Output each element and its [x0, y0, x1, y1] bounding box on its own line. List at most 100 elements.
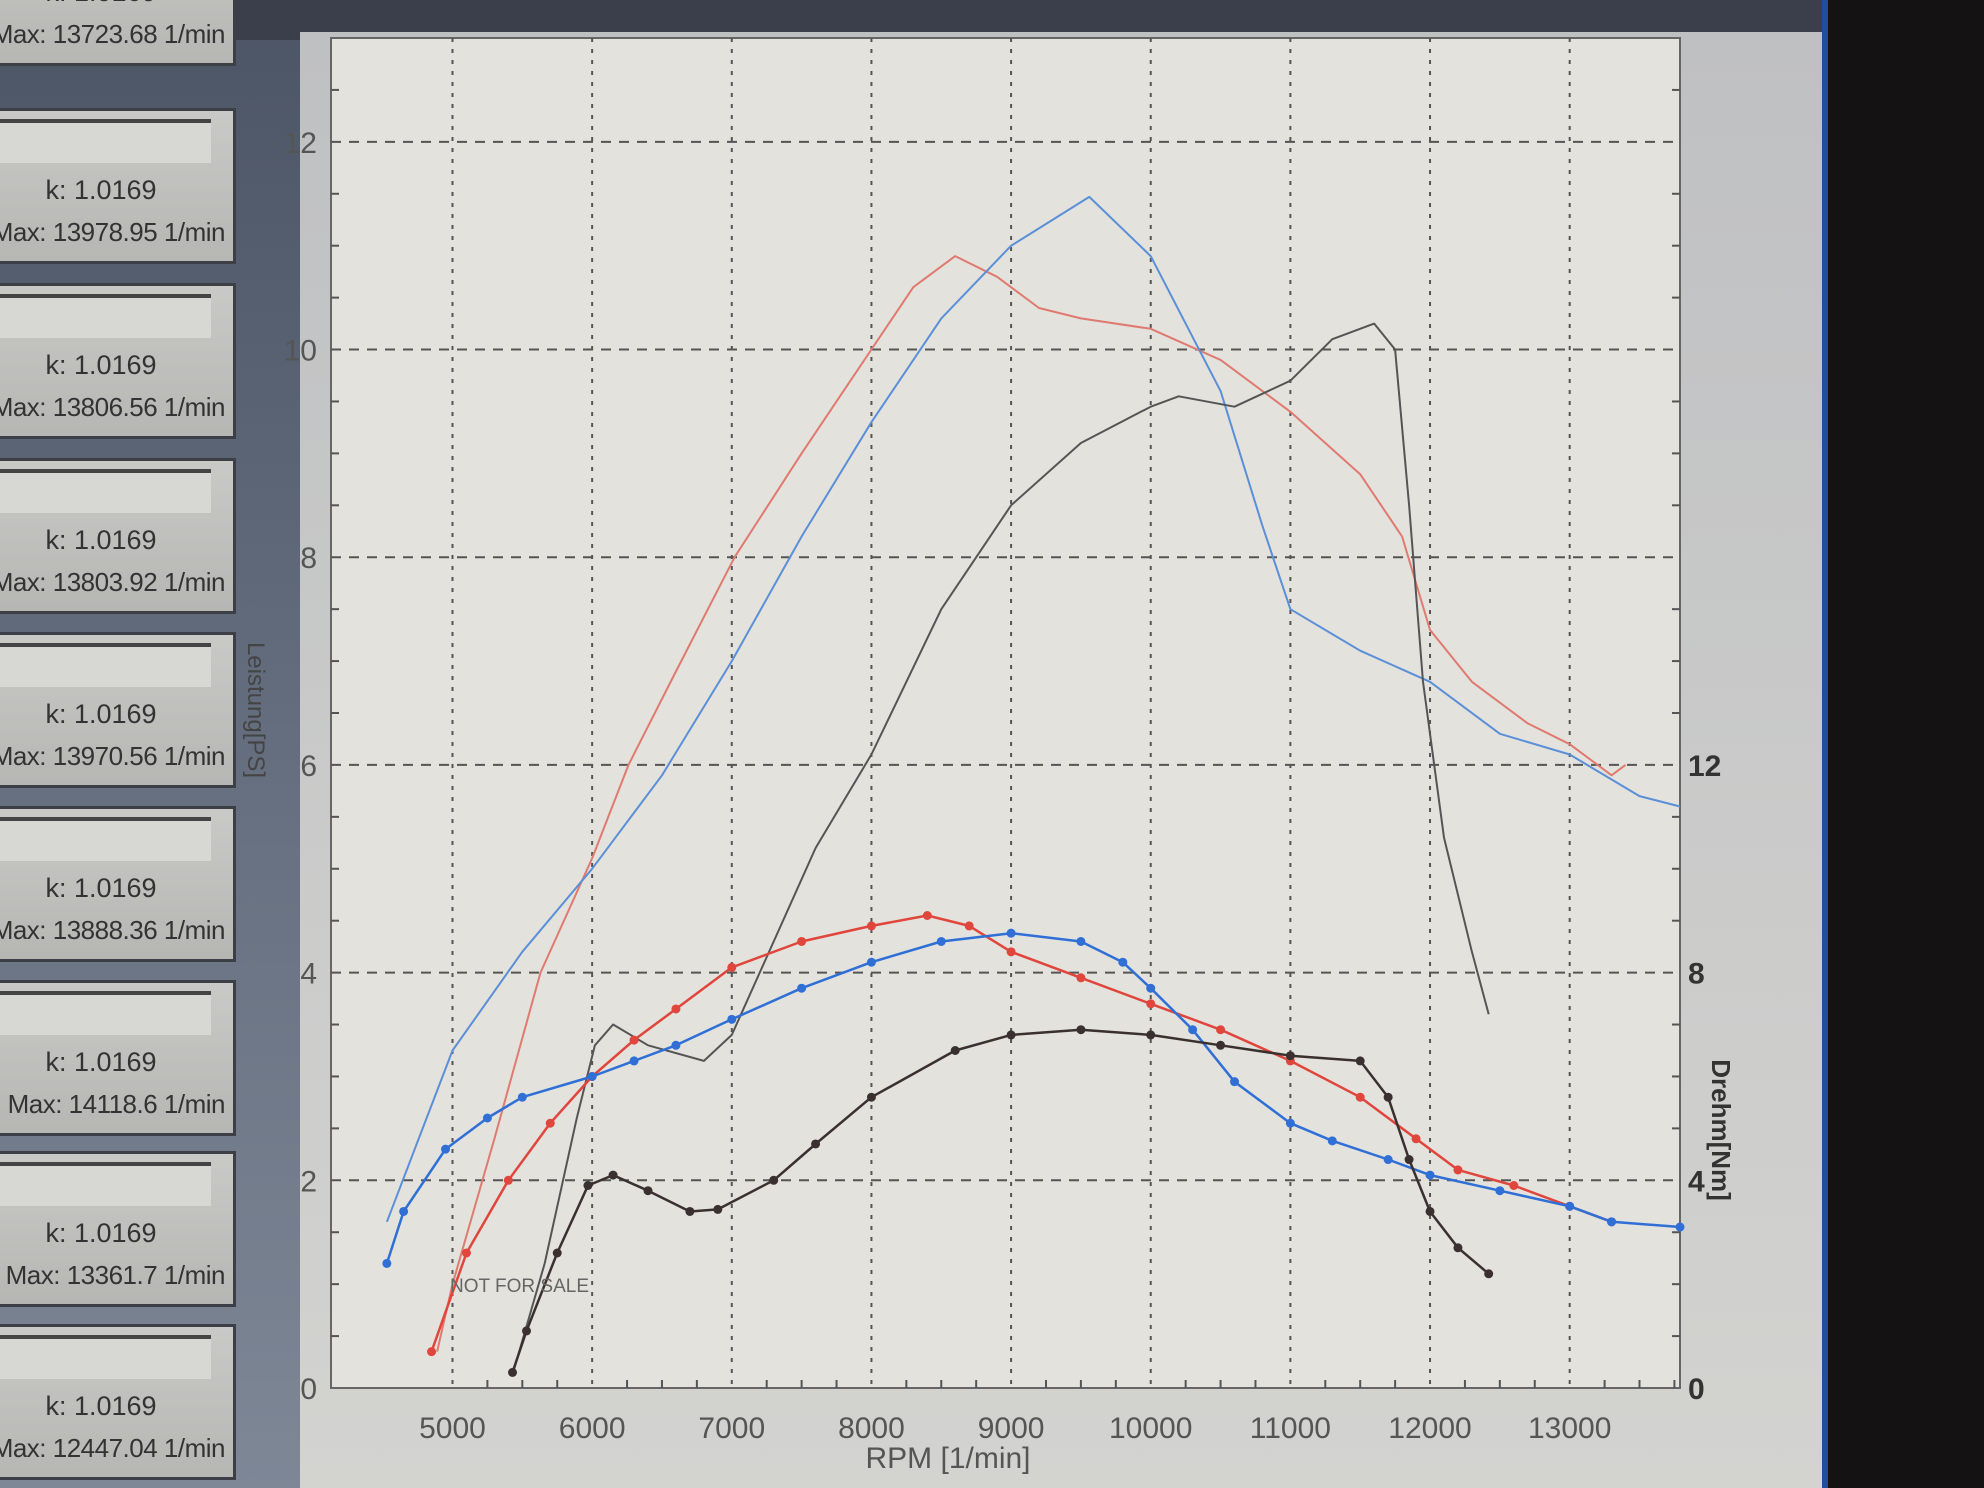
watermark: NOT FOR SALE: [450, 1276, 589, 1297]
data-point-marker: [399, 1206, 409, 1216]
run-max-rpm: Max: 13803.92 1/min: [0, 567, 226, 597]
y-tick-label-left: 12: [284, 127, 317, 160]
data-point-marker: [866, 1092, 876, 1102]
data-point-marker: [866, 957, 876, 967]
run-color-bar: [0, 643, 211, 687]
data-point-marker: [503, 1175, 513, 1185]
run-k-factor: k: 1.0169: [45, 525, 157, 555]
data-point-marker: [1146, 983, 1156, 993]
x-tick-label: 6000: [559, 1412, 626, 1445]
data-point-marker: [727, 962, 737, 972]
run-panel[interactable]: k: 1.0169 Max: 13361.7 1/min: [0, 1151, 236, 1307]
data-point-marker: [382, 1258, 392, 1268]
y-tick-label-right: 0: [1688, 1373, 1705, 1406]
run-max-rpm: Max: 13888.36 1/min: [0, 915, 226, 945]
data-point-marker: [1076, 936, 1086, 946]
y-tick-label-left: 2: [300, 1165, 317, 1198]
run-max-rpm: Max: 12447.04 1/min: [0, 1433, 226, 1463]
power-curve-1: [385, 195, 1681, 1223]
run-k-factor: k: 1.0169: [45, 350, 157, 380]
run-max-rpm: Max: 13361.7 1/min: [5, 1260, 226, 1290]
data-point-marker: [1146, 1030, 1156, 1040]
run-k-factor: k: 1.0169: [45, 699, 157, 729]
run-panel[interactable]: k: 1.0169 Max: 13806.56 1/min: [0, 283, 236, 439]
data-point-marker: [1411, 1134, 1421, 1144]
data-point-marker: [1453, 1243, 1463, 1253]
data-point-marker: [1006, 947, 1016, 957]
data-point-marker: [964, 921, 974, 931]
power-curve-0: [436, 255, 1627, 1352]
data-point-marker: [629, 1035, 639, 1045]
data-point-marker: [685, 1206, 695, 1216]
run-color-bar: [0, 991, 211, 1035]
data-point-marker: [1006, 928, 1016, 938]
data-point-marker: [587, 1071, 597, 1081]
data-point-marker: [552, 1248, 562, 1258]
y-tick-label-right: 12: [1688, 750, 1721, 783]
data-point-marker: [1188, 1025, 1198, 1035]
run-panel[interactable]: k: 1.0169 Max: 13978.95 1/min: [0, 108, 236, 264]
data-point-marker: [1076, 973, 1086, 983]
data-point-marker: [1509, 1181, 1519, 1190]
plot-area: [330, 37, 1681, 1389]
run-color-bar: [0, 469, 211, 513]
x-tick-label: 7000: [698, 1412, 765, 1445]
series-group: [382, 195, 1685, 1377]
y-axis-label-left: Leistung[PS]: [242, 642, 269, 778]
run-max-rpm: Max: 14118.6 1/min: [7, 1089, 226, 1119]
run-k-factor: k: 1.0169: [45, 873, 157, 903]
data-point-marker: [1383, 1155, 1393, 1165]
data-point-marker: [482, 1113, 492, 1123]
x-tick-label: 9000: [978, 1412, 1045, 1445]
run-color-bar: [0, 1335, 211, 1379]
run-k-factor: k: 1.0169: [0, 0, 219, 8]
y-tick-label-left: 0: [300, 1373, 317, 1406]
data-point-marker: [629, 1056, 639, 1066]
data-point-marker: [643, 1186, 653, 1196]
run-color-bar: [0, 817, 211, 861]
data-point-marker: [545, 1118, 555, 1128]
data-point-marker: [1675, 1222, 1685, 1232]
run-panel[interactable]: k: 1.0169 Max: 14118.6 1/min: [0, 980, 236, 1136]
x-tick-label: 8000: [838, 1412, 905, 1445]
data-point-marker: [936, 936, 946, 946]
data-point-marker: [517, 1092, 527, 1102]
data-point-marker: [1425, 1206, 1435, 1216]
y-tick-label-left: 10: [284, 335, 317, 368]
run-panel[interactable]: k: 1.0169 Max: 13803.92 1/min: [0, 458, 236, 614]
grid: [331, 38, 1680, 1388]
y-tick-label-right: 8: [1688, 958, 1705, 991]
data-point-marker: [671, 1040, 681, 1050]
data-point-marker: [1216, 1025, 1226, 1035]
x-tick-label: 12000: [1388, 1412, 1471, 1445]
data-point-marker: [811, 1139, 821, 1149]
data-point-marker: [1453, 1165, 1463, 1175]
data-point-marker: [671, 1004, 681, 1014]
y-axis-label-right: Drehm[Nm]: [1706, 1059, 1736, 1201]
data-point-marker: [769, 1175, 779, 1185]
run-panel[interactable]: k: 1.0169 Max: 13970.56 1/min: [0, 632, 236, 788]
data-point-marker: [1230, 1077, 1240, 1087]
data-point-marker: [1404, 1155, 1414, 1165]
power-curve-2: [512, 322, 1490, 1373]
run-panel[interactable]: k: 1.0169 Max: 13723.68 1/min: [0, 0, 236, 66]
data-point-marker: [866, 921, 876, 931]
run-panel[interactable]: k: 1.0169 Max: 13888.36 1/min: [0, 806, 236, 962]
data-point-marker: [1355, 1092, 1365, 1102]
x-tick-label: 11000: [1250, 1412, 1331, 1445]
run-k-factor: k: 1.0169: [45, 1047, 157, 1077]
data-point-marker: [1146, 999, 1156, 1009]
run-k-factor: k: 1.0169: [45, 175, 157, 205]
y-tick-label-left: 8: [300, 542, 317, 575]
torque-curve-4: [385, 931, 1681, 1264]
run-panel[interactable]: k: 1.0169 Max: 12447.04 1/min: [0, 1324, 236, 1480]
data-point-marker: [1285, 1118, 1295, 1128]
data-point-marker: [1216, 1040, 1226, 1050]
run-max-rpm: Max: 13806.56 1/min: [0, 392, 226, 422]
data-point-marker: [1327, 1136, 1337, 1146]
data-point-marker: [1118, 957, 1128, 967]
data-point-marker: [1285, 1051, 1295, 1061]
y-tick-label-left: 4: [300, 958, 317, 991]
run-k-factor: k: 1.0169: [45, 1391, 157, 1421]
